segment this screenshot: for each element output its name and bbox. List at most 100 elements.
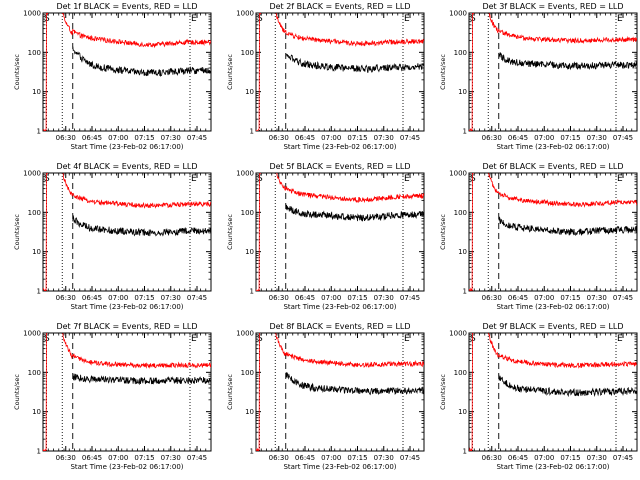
x-tick-label: 07:00: [108, 134, 128, 142]
x-tick-label: 06:45: [508, 294, 528, 302]
y-tick-label: 1000: [23, 10, 41, 18]
panel-9: Det 9f BLACK = Events, RED = LLD 1 10 100 10…: [439, 322, 638, 471]
start-marker-label: S: [44, 174, 50, 184]
series-lld-line: [43, 173, 211, 291]
series-lld-line: [43, 333, 211, 451]
end-marker-label: E: [404, 14, 410, 24]
panel-title: Det 5f BLACK = Events, RED = LLD: [269, 162, 410, 171]
series-lld-line: [469, 173, 637, 291]
panel-2: Det 2f BLACK = Events, RED = LLD 1 10 100 10…: [226, 2, 425, 151]
plot-frame: [255, 12, 425, 132]
x-tick-label: 07:45: [187, 294, 207, 302]
x-tick-label: 07:30: [374, 454, 394, 462]
x-tick-label: 06:45: [82, 134, 102, 142]
start-marker-label: S: [257, 174, 263, 184]
y-tick-label: 1000: [449, 10, 467, 18]
end-marker-label: E: [617, 174, 623, 184]
x-tick-label: 07:30: [161, 294, 181, 302]
x-tick-label: 07:00: [534, 454, 554, 462]
panel-title: Det 4f BLACK = Events, RED = LLD: [56, 162, 197, 171]
x-axis-label: Start Time (23-Feb-02 06:17:00): [70, 303, 183, 311]
start-marker-label: S: [470, 174, 476, 184]
y-tick-label: 10: [32, 408, 41, 416]
y-tick-label: 10: [245, 248, 254, 256]
panel-4: Det 4f BLACK = Events, RED = LLD 1 10 100 10…: [13, 162, 212, 311]
x-axis-label: Start Time (23-Feb-02 06:17:00): [70, 143, 183, 151]
series-events-line: [498, 51, 637, 71]
y-axis-label: Counts/sec: [13, 54, 21, 90]
series-lld-line: [469, 333, 637, 451]
start-marker-label: S: [257, 14, 263, 24]
start-marker-label: S: [44, 334, 50, 344]
x-tick-label: 06:45: [82, 294, 102, 302]
plot-frame: [468, 12, 638, 132]
end-marker-label: E: [404, 174, 410, 184]
y-tick-label: 1000: [236, 330, 254, 338]
x-tick-label: 06:45: [508, 134, 528, 142]
y-tick-label: 10: [458, 408, 467, 416]
y-tick-label: 100: [241, 49, 254, 57]
x-tick-label: 07:30: [587, 454, 607, 462]
x-axis-label: Start Time (23-Feb-02 06:17:00): [496, 143, 609, 151]
x-tick-label: 07:15: [134, 134, 154, 142]
end-marker-label: E: [404, 334, 410, 344]
x-axis-label: Start Time (23-Feb-02 06:17:00): [283, 303, 396, 311]
y-axis-label: Counts/sec: [13, 374, 21, 410]
y-tick-label: 1: [37, 128, 41, 136]
x-axis-label: Start Time (23-Feb-02 06:17:00): [70, 463, 183, 471]
plot-frame: [42, 12, 212, 132]
x-tick-label: 07:45: [613, 294, 633, 302]
end-marker-label: E: [191, 174, 197, 184]
x-tick-label: 07:30: [374, 294, 394, 302]
x-axis-label: Start Time (23-Feb-02 06:17:00): [496, 463, 609, 471]
series-events-line: [72, 46, 211, 77]
y-axis-label: Counts/sec: [439, 214, 447, 250]
y-tick-label: 100: [454, 369, 467, 377]
panel-8: Det 8f BLACK = Events, RED = LLD 1 10 100 10…: [226, 322, 425, 471]
y-tick-label: 10: [458, 248, 467, 256]
series-lld-line: [43, 13, 211, 131]
y-tick-label: 1: [37, 448, 41, 456]
panel-title: Det 9f BLACK = Events, RED = LLD: [482, 322, 623, 331]
y-tick-label: 100: [241, 369, 254, 377]
x-tick-label: 06:45: [295, 454, 315, 462]
start-marker-label: S: [470, 334, 476, 344]
y-tick-label: 10: [32, 248, 41, 256]
x-tick-label: 07:00: [108, 454, 128, 462]
y-axis-label: Counts/sec: [439, 54, 447, 90]
series-events-line: [72, 215, 211, 237]
x-tick-label: 07:00: [534, 294, 554, 302]
x-tick-label: 07:15: [134, 294, 154, 302]
x-tick-label: 06:30: [269, 294, 289, 302]
y-tick-label: 100: [28, 209, 41, 217]
start-marker-label: S: [470, 14, 476, 24]
plot-frame: [255, 172, 425, 292]
x-tick-label: 07:00: [534, 134, 554, 142]
panel-7: Det 7f BLACK = Events, RED = LLD 1 10 100 10…: [13, 322, 212, 471]
x-tick-label: 06:30: [56, 294, 76, 302]
x-tick-label: 07:30: [374, 134, 394, 142]
y-tick-label: 10: [245, 88, 254, 96]
y-tick-label: 1: [463, 128, 467, 136]
y-axis-label: Counts/sec: [226, 54, 234, 90]
x-tick-label: 06:30: [269, 134, 289, 142]
x-tick-label: 07:00: [321, 294, 341, 302]
x-tick-label: 07:45: [187, 134, 207, 142]
panel-5: Det 5f BLACK = Events, RED = LLD 1 10 100 10…: [226, 162, 425, 311]
x-tick-label: 07:15: [134, 454, 154, 462]
panel-title: Det 3f BLACK = Events, RED = LLD: [482, 2, 623, 11]
y-tick-label: 1: [463, 448, 467, 456]
y-axis-label: Counts/sec: [226, 214, 234, 250]
panel-title: Det 1f BLACK = Events, RED = LLD: [56, 2, 197, 11]
y-axis-label: Counts/sec: [13, 214, 21, 250]
y-tick-label: 100: [241, 209, 254, 217]
y-tick-label: 100: [454, 49, 467, 57]
y-tick-label: 10: [245, 408, 254, 416]
series-lld-line: [256, 13, 424, 131]
y-tick-label: 1000: [449, 330, 467, 338]
end-marker-label: E: [191, 334, 197, 344]
x-tick-label: 06:30: [482, 294, 502, 302]
y-tick-label: 1000: [449, 170, 467, 178]
x-tick-label: 07:45: [613, 134, 633, 142]
